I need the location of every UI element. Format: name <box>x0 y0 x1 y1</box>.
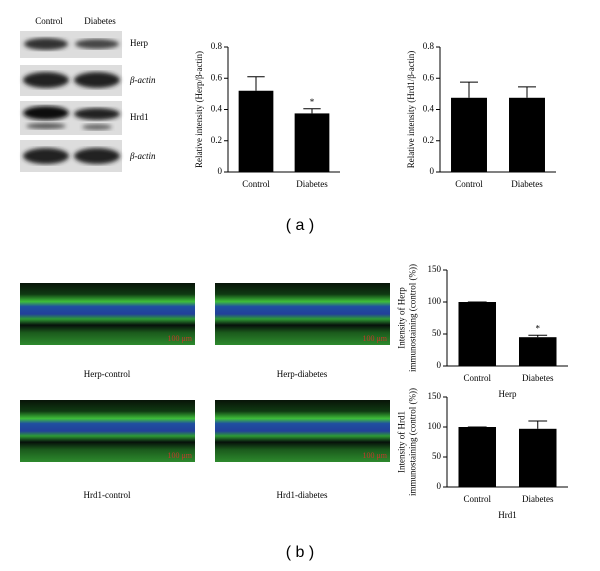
error-bar <box>528 420 548 429</box>
blot-column: Control <box>35 16 63 26</box>
y-tick-label: 0 <box>437 481 442 491</box>
bar <box>238 90 274 172</box>
y-tick-label: 0.4 <box>423 104 435 114</box>
y-tick-label: 0 <box>218 166 223 176</box>
y-tick-label: 50 <box>432 451 442 461</box>
blot-row: Hrd1 <box>130 112 149 122</box>
error-bar <box>303 108 321 114</box>
bar <box>294 113 330 172</box>
y-axis-label: immunostaining (control (%)) <box>408 388 418 496</box>
x-axis-label: Herp <box>499 389 517 399</box>
y-tick-label: 0 <box>430 166 435 176</box>
blot <box>20 31 122 172</box>
y-tick-label: 150 <box>428 264 442 274</box>
bar <box>518 428 557 487</box>
y-axis-label: immunostaining (control (%)) <box>408 264 418 372</box>
annotation: * <box>536 323 541 333</box>
y-axis-label: Relative intensity (Hrd1/β-actin) <box>406 51 416 169</box>
image-label: Hrd1-diabetes <box>277 490 328 500</box>
x-tick-label: Control <box>463 494 491 504</box>
x-tick-label: Control <box>455 179 483 189</box>
y-axis-label: Intensity of Hrd1 <box>397 411 407 473</box>
annotation: * <box>310 97 315 107</box>
y-axis-label: Relative intensity (Herp/β-actin) <box>194 51 204 168</box>
blot-row: Herp <box>130 38 148 48</box>
y-tick-label: 0 <box>437 360 442 370</box>
x-tick-label: Control <box>463 373 491 383</box>
y-tick-label: 150 <box>428 391 442 401</box>
y-tick-label: 100 <box>428 296 442 306</box>
y-tick-label: 0.6 <box>423 72 435 82</box>
panel-label: ( a ) <box>286 217 314 234</box>
error-bar <box>518 86 536 98</box>
bar <box>451 97 487 172</box>
scale-bar: 100 μm <box>362 334 387 343</box>
scale-bar: 100 μm <box>167 451 192 460</box>
y-tick-label: 0.2 <box>423 135 434 145</box>
y-tick-label: 0.2 <box>211 135 222 145</box>
micrographs <box>20 283 390 462</box>
y-tick-label: 0.8 <box>423 41 435 51</box>
error-bar <box>528 334 548 338</box>
blot-column: Diabetes <box>84 16 116 26</box>
x-axis-label: Hrd1 <box>498 510 517 520</box>
y-tick-label: 0.4 <box>211 104 223 114</box>
y-tick-label: 0.6 <box>211 72 223 82</box>
bar <box>458 427 497 487</box>
x-tick-label: Diabetes <box>511 179 543 189</box>
error-bar <box>247 76 265 91</box>
image-label: Hrd1-control <box>84 490 131 500</box>
scale-bar: 100 μm <box>362 451 387 460</box>
image-label: Herp-diabetes <box>277 369 328 379</box>
blot-row: β-actin <box>129 75 156 85</box>
bar <box>458 302 497 366</box>
y-axis-label: Intensity of Herp <box>397 287 407 349</box>
bar <box>509 97 545 172</box>
x-tick-label: Control <box>242 179 270 189</box>
y-tick-label: 50 <box>432 328 442 338</box>
y-tick-label: 100 <box>428 421 442 431</box>
bar <box>518 337 557 366</box>
image-label: Herp-control <box>84 369 131 379</box>
panel-label: ( b ) <box>286 544 314 561</box>
x-tick-label: Diabetes <box>296 179 328 189</box>
blot-row: β-actin <box>129 151 156 161</box>
scale-bar: 100 μm <box>167 334 192 343</box>
x-tick-label: Diabetes <box>522 373 554 383</box>
x-tick-label: Diabetes <box>522 494 554 504</box>
error-bar <box>460 81 478 98</box>
y-tick-label: 0.8 <box>211 41 223 51</box>
